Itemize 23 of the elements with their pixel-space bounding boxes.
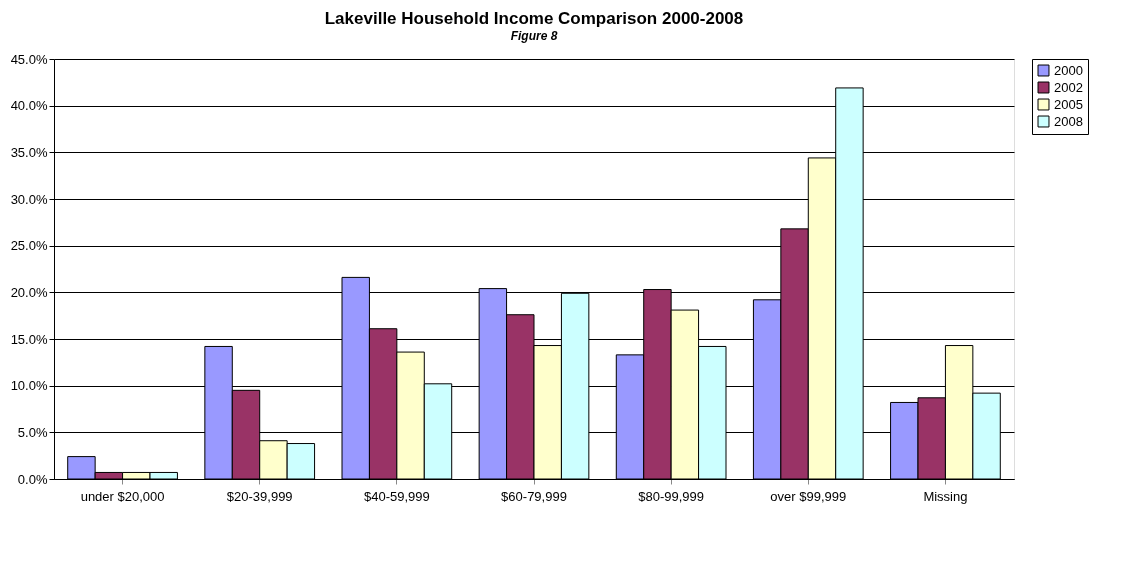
x-tick-label: $20-39,999 [226,488,293,504]
x-tick-label: under $20,000 [80,488,165,504]
y-tick-label: 10.0% [10,378,48,394]
legend-label: 2008 [1054,113,1083,129]
x-tick-label: $60-79,999 [501,488,567,504]
legend-label: 2005 [1054,96,1083,112]
y-tick-label: 30.0% [10,191,48,207]
y-tick-label: 0.0% [17,471,48,487]
y-tick-label: 20.0% [10,284,48,300]
x-tick-label: over $99,999 [770,488,847,504]
chart-title: Lakeville Household Income Comparison 2000-2008 [324,9,744,28]
y-tick-label: 45.0% [10,51,48,67]
x-tick-label: $40-59,999 [363,488,430,504]
y-tick-label: 35.0% [10,144,48,160]
y-tick-label: 25.0% [10,238,48,254]
y-tick-label: 15.0% [10,331,48,347]
y-tick-label: 5.0% [17,424,48,440]
legend-label: 2000 [1054,62,1083,78]
x-tick-label: $80-99,999 [638,488,705,504]
caption: Figure 8 [510,29,558,43]
x-tick-label: Missing [923,488,968,504]
y-tick-label: 40.0% [10,98,48,114]
legend-label: 2002 [1054,79,1083,95]
